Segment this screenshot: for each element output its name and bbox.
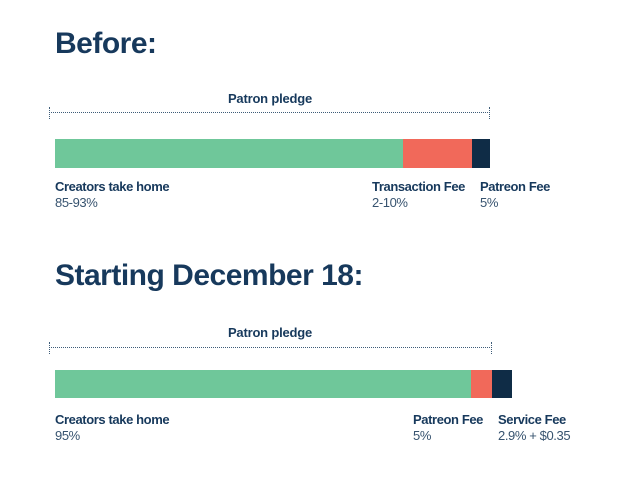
legend-patreon-fee: Patreon Fee 5%	[480, 179, 550, 210]
legend-patreon-fee: Patreon Fee 5%	[413, 412, 483, 443]
bar-segment-patreon-fee	[472, 139, 490, 168]
legend-label: Transaction Fee	[372, 179, 465, 194]
legend-label: Patreon Fee	[480, 179, 551, 194]
bar-segment-creators-take-home	[55, 370, 471, 398]
legend-value: 95%	[55, 427, 80, 443]
bracket-left-tick	[49, 342, 50, 354]
legend-label: Creators take home	[55, 412, 170, 427]
stacked-bar-after	[55, 370, 512, 398]
chart-title-after: Starting December 18:	[55, 259, 363, 292]
legend-value: 5%	[413, 427, 431, 443]
legend-value: 5%	[480, 194, 498, 210]
legend-service-fee: Service Fee 2.9% + $0.35	[498, 412, 571, 443]
legend-label: Creators take home	[55, 179, 170, 194]
bar-segment-service-fee	[492, 370, 512, 398]
legend-value: 85-93%	[55, 194, 98, 210]
pledge-bracket-ruler	[49, 342, 492, 354]
bar-segment-transaction-fee	[403, 139, 472, 168]
bar-segment-creators-take-home	[55, 139, 403, 168]
bracket-right-tick	[491, 342, 492, 354]
legend-value: 2.9% + $0.35	[498, 427, 571, 443]
patron-pledge-label: Patron pledge	[227, 91, 313, 106]
bracket-left-tick	[49, 107, 50, 119]
patron-pledge-label: Patron pledge	[227, 325, 313, 340]
legend-creators-take-home: Creators take home 85-93%	[55, 179, 170, 210]
legend-transaction-fee: Transaction Fee 2-10%	[372, 179, 465, 210]
pledge-bracket-ruler	[49, 107, 490, 119]
legend-label: Service Fee	[498, 412, 566, 427]
legend-creators-take-home: Creators take home 95%	[55, 412, 170, 443]
legend-label: Patreon Fee	[413, 412, 484, 427]
chart-title-before: Before:	[55, 27, 157, 60]
stacked-bar-before	[55, 139, 490, 168]
bar-segment-patreon-fee	[471, 370, 492, 398]
legend-value: 2-10%	[372, 194, 408, 210]
bracket-right-tick	[489, 107, 490, 119]
